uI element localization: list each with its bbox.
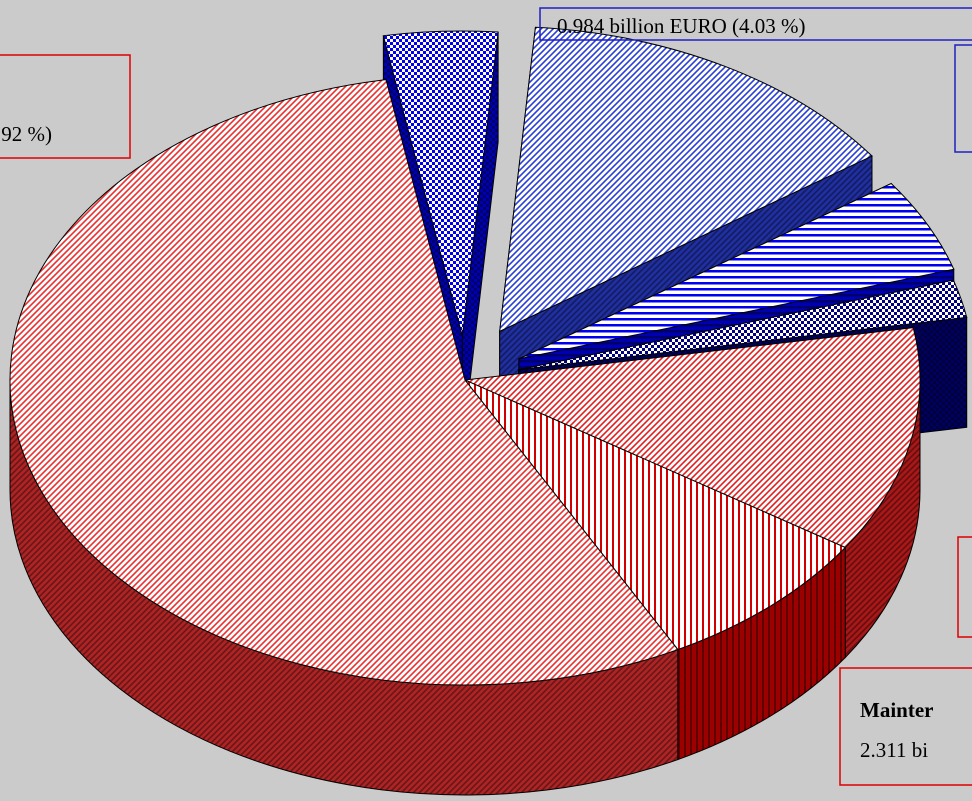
label-box bbox=[0, 54, 131, 159]
slice bbox=[518, 279, 968, 371]
label-text: 0.984 billion EURO (4.03 %) bbox=[557, 14, 805, 38]
slice bbox=[499, 26, 873, 333]
slice bbox=[463, 327, 921, 549]
label-box bbox=[954, 44, 972, 153]
label-box bbox=[957, 536, 972, 638]
slice bbox=[382, 30, 499, 337]
label-text: 2.311 bi bbox=[860, 738, 928, 762]
label-box bbox=[839, 667, 972, 786]
slice bbox=[518, 182, 955, 360]
slice bbox=[9, 79, 679, 686]
label-box bbox=[539, 7, 972, 41]
slice bbox=[464, 379, 847, 651]
pie-tops bbox=[9, 26, 968, 686]
label-text: Mainter bbox=[860, 698, 933, 722]
label-boxes: .92 %) 0.984 billion EURO (4.03 %) Maint… bbox=[0, 7, 972, 786]
label-text: .92 %) bbox=[0, 122, 52, 146]
